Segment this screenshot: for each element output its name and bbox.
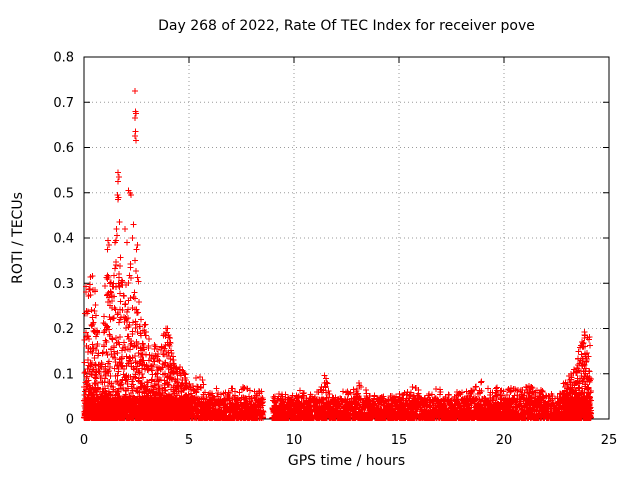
y-tick-label: 0: [66, 413, 74, 428]
x-axis-label: GPS time / hours: [287, 453, 406, 469]
y-tick-label: 0.8: [53, 51, 74, 66]
x-tick-label: 25: [601, 433, 618, 448]
x-tick-label: 10: [286, 433, 303, 448]
y-tick-label: 0.4: [53, 232, 74, 247]
scatter-points: [81, 88, 594, 421]
y-tick-label: 0.1: [53, 367, 74, 382]
x-tick-label: 20: [496, 433, 513, 448]
y-tick-label: 0.3: [53, 277, 74, 292]
chart-title: Day 268 of 2022, Rate Of TEC Index for r…: [158, 18, 535, 34]
x-tick-label: 15: [391, 433, 408, 448]
y-tick-label: 0.7: [53, 96, 74, 111]
y-tick-label: 0.6: [53, 141, 74, 156]
x-tick-label: 5: [185, 433, 193, 448]
y-tick-label: 0.2: [53, 322, 74, 337]
x-tick-label: 0: [80, 433, 88, 448]
y-tick-label: 0.5: [53, 186, 74, 201]
